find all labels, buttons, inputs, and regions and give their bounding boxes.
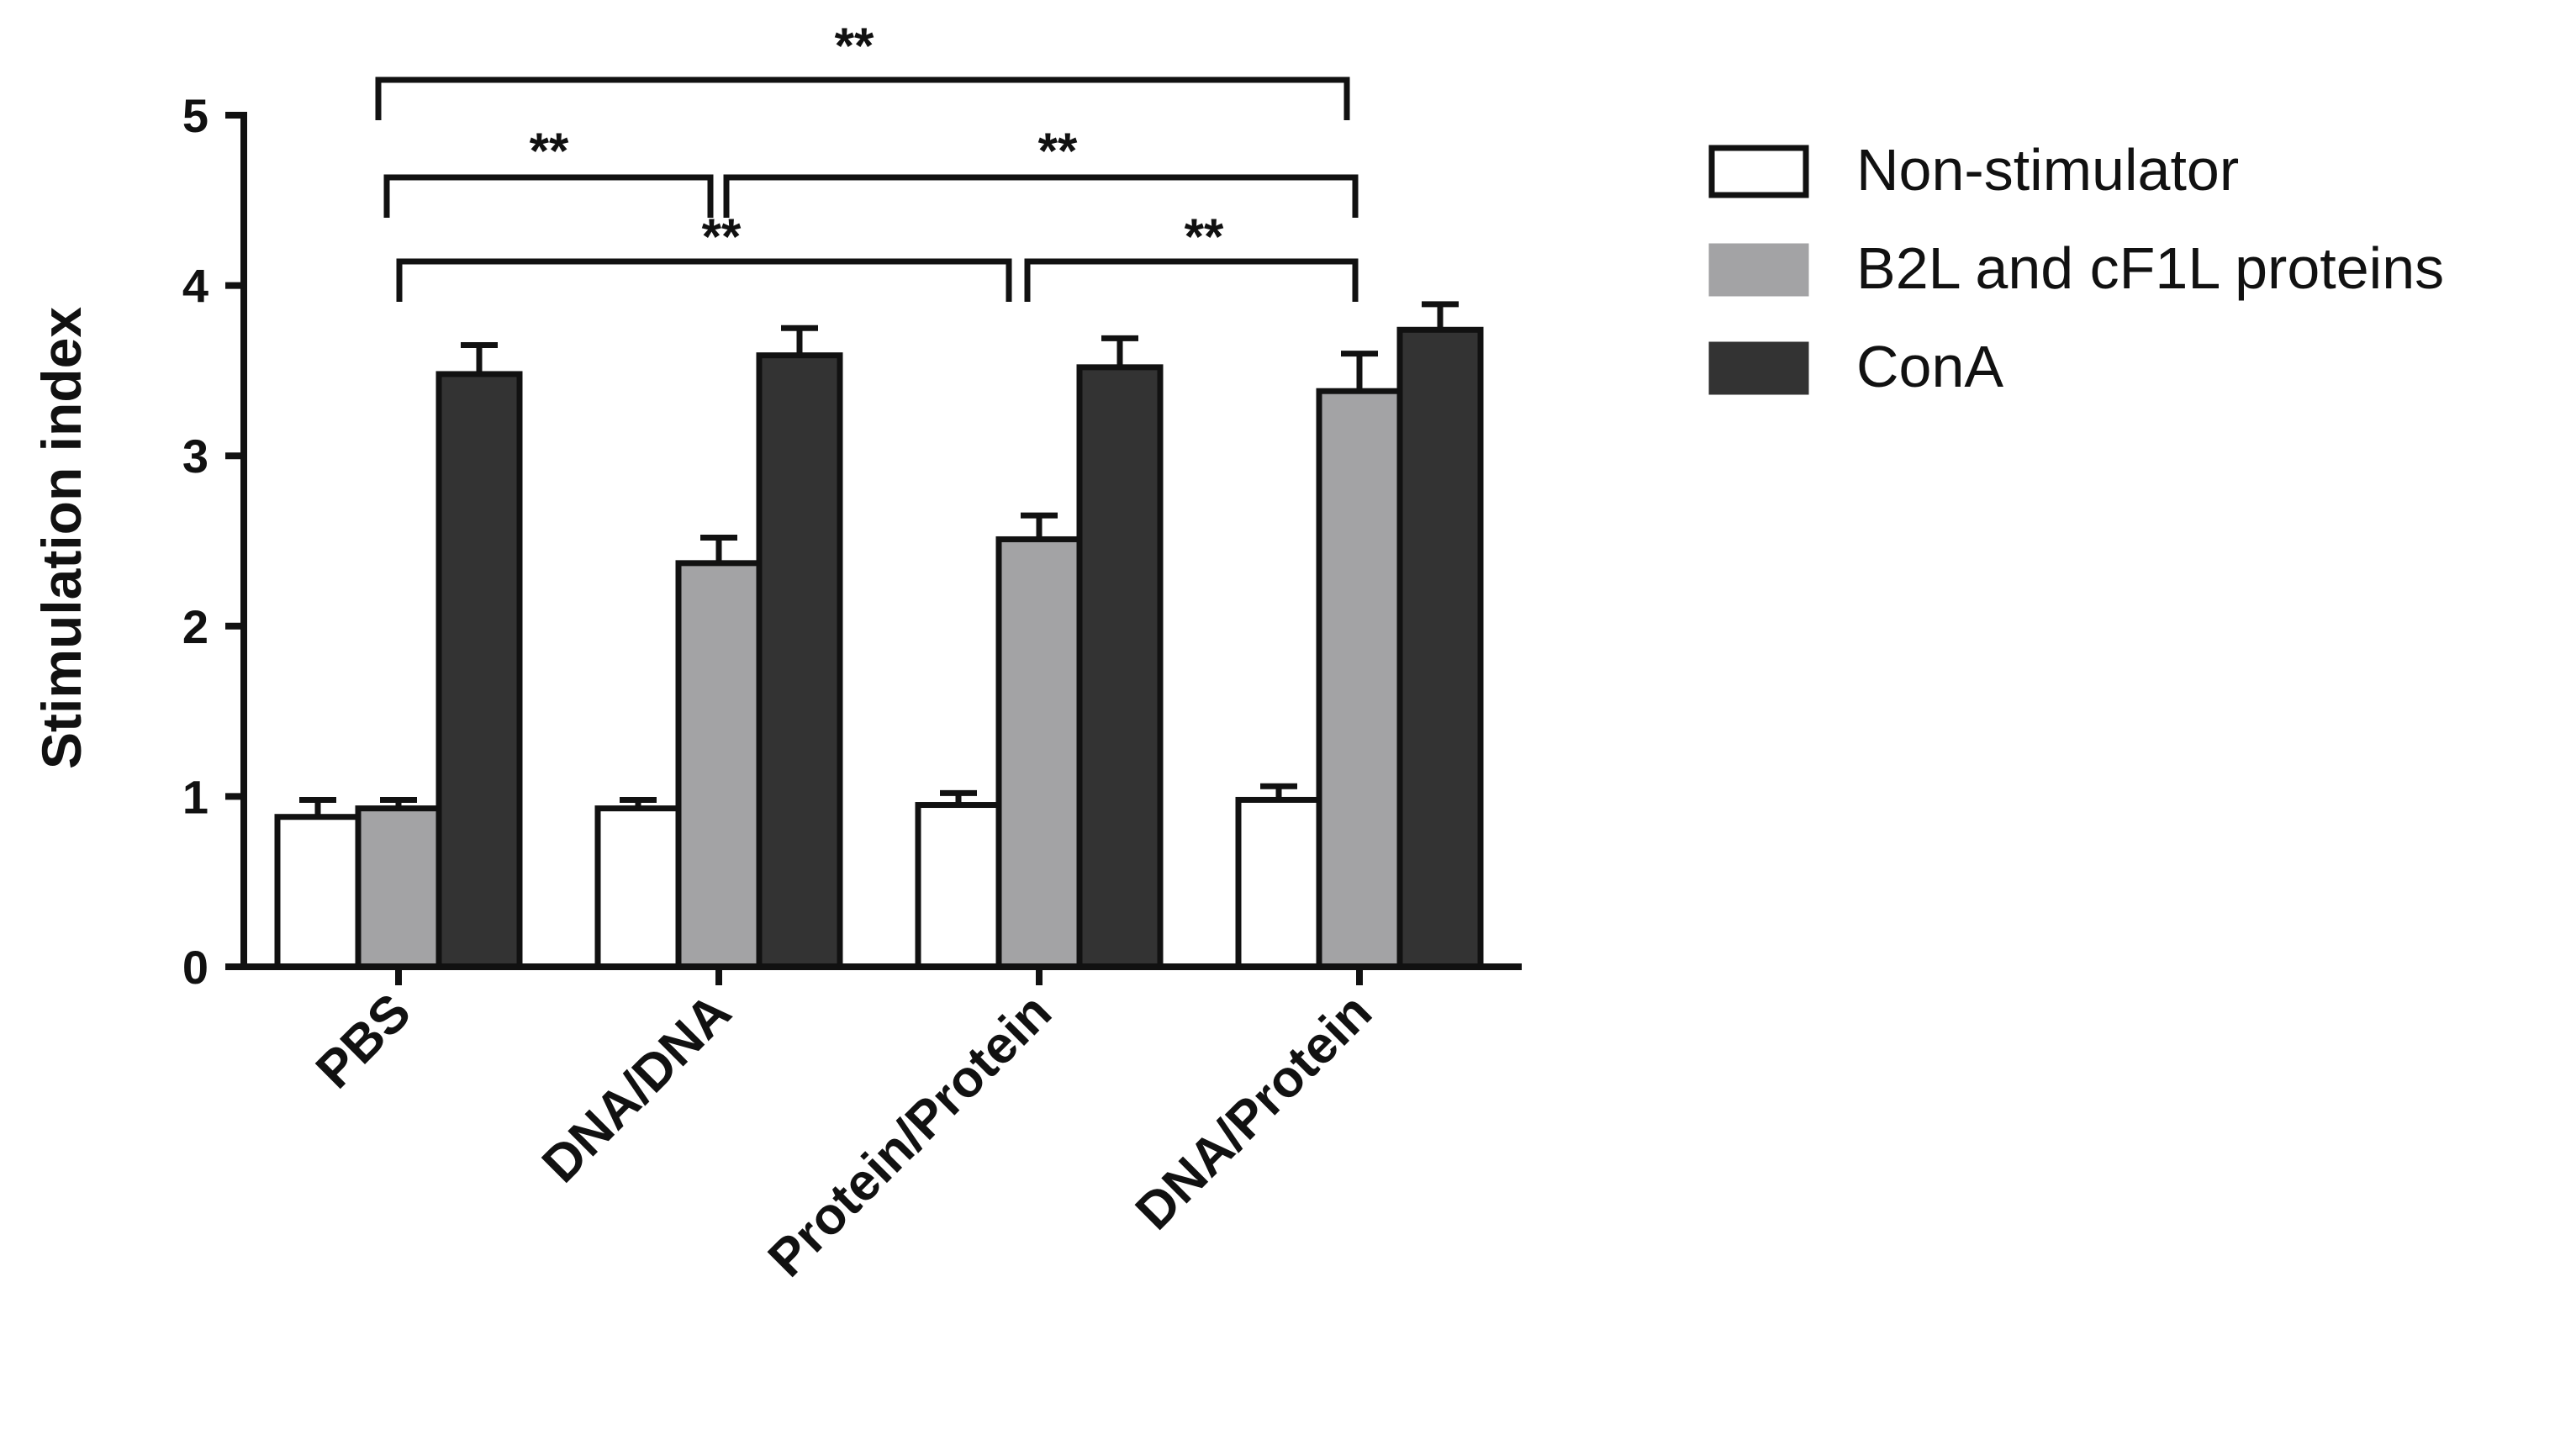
legend-label-b2l-and-cf1l-proteins: B2L and cF1L proteins (1856, 235, 2444, 301)
bar-1-pbs (355, 805, 442, 970)
significance-label-2: ** (1038, 123, 1078, 179)
bar-1-dna-dna (675, 560, 763, 970)
bar-1-protein-protein (995, 536, 1083, 970)
bar-1-dna-protein (1316, 388, 1403, 970)
y-tick-label-3: 3 (182, 430, 209, 483)
significance-bracket-2 (723, 174, 1359, 218)
significance-brackets: ** ** ** ** ** (375, 18, 1359, 302)
legend-label-non-stimulator: Non-stimulator (1856, 137, 2239, 203)
x-tick-label-dna-protein: DNA/Protein (1125, 983, 1383, 1241)
legend-swatch-b2l-and-cf1l-proteins (1708, 243, 1809, 297)
legend-swatch-cona (1708, 341, 1809, 395)
significance-label-4: ** (1185, 208, 1224, 265)
significance-bracket-3 (396, 258, 1012, 302)
x-tick-label-pbs: PBS (305, 983, 422, 1100)
bar-2-dna-protein (1396, 326, 1484, 970)
y-axis-title: Stimulation index (30, 307, 92, 769)
significance-bracket-0 (375, 77, 1350, 120)
legend-label-cona: ConA (1856, 334, 2003, 399)
bar-0-pbs (274, 814, 362, 970)
y-tick-label-0: 0 (182, 941, 209, 994)
significance-label-1: ** (530, 123, 569, 179)
significance-label-0: ** (835, 18, 874, 74)
significance-bracket-4 (1024, 258, 1359, 302)
significance-bracket-1 (383, 174, 714, 218)
bar-0-protein-protein (915, 802, 1002, 970)
x-tick-label-dna-dna: DNA/DNA (531, 983, 742, 1194)
bar-2-pbs (435, 371, 523, 970)
y-tick-label-1: 1 (182, 770, 209, 823)
bar-2-dna-dna (756, 352, 843, 970)
bars (274, 301, 1484, 970)
y-tick-label-5: 5 (182, 89, 209, 142)
bar-2-protein-protein (1076, 364, 1164, 970)
legend-swatch-non-stimulator (1708, 145, 1809, 198)
bar-0-dna-dna (594, 805, 682, 970)
x-tick-label-protein-protein: Protein/Protein (757, 983, 1063, 1288)
bar-0-dna-protein (1235, 796, 1322, 970)
y-tick-label-4: 4 (182, 260, 209, 313)
y-tick-label-2: 2 (182, 600, 209, 653)
significance-label-3: ** (702, 208, 742, 265)
legend: Non-stimulator B2L and cF1L proteins ConA (1708, 137, 2444, 399)
